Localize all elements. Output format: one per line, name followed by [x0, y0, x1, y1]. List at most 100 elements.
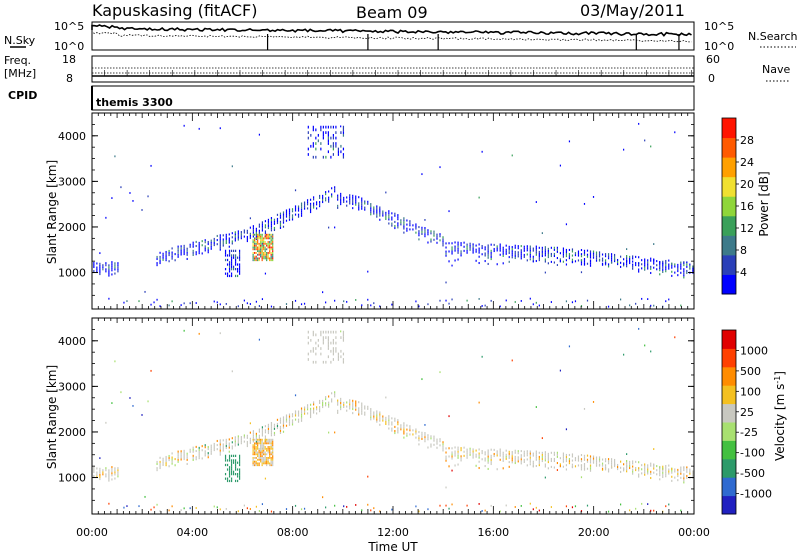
- velocity-cell: [472, 448, 474, 451]
- velocity-cell: [264, 446, 266, 448]
- velocity-cell: [219, 441, 221, 444]
- power-cell: [319, 203, 321, 206]
- velocity-cell: [325, 402, 327, 405]
- power-cell: [312, 128, 314, 132]
- power-cell: [246, 235, 248, 238]
- power-cell: [580, 263, 583, 266]
- velocity-cell: [379, 415, 381, 418]
- velocity-cell: [613, 458, 616, 461]
- power-cell: [257, 248, 259, 251]
- power-ytick-label: 4000: [58, 130, 86, 143]
- power-cell: [249, 226, 251, 229]
- power-cell: [400, 221, 402, 224]
- velocity-cell: [189, 450, 191, 453]
- velocity-xtick-label: 12:00: [377, 526, 409, 539]
- velocity-colorbar-tick: 100: [740, 385, 761, 398]
- power-cell: [230, 263, 233, 266]
- velocity-cell: [484, 451, 486, 454]
- velocity-cell: [198, 448, 200, 451]
- power-cell: [352, 200, 354, 204]
- power-cell: [442, 240, 444, 243]
- velocity-cell: [502, 455, 504, 458]
- velocity-cell: [580, 476, 583, 479]
- velocity-cell: [267, 432, 270, 435]
- velocity-cell: [514, 462, 516, 465]
- velocity-cell: [257, 451, 259, 454]
- power-cell: [373, 210, 375, 213]
- velocity-cell: [683, 479, 685, 482]
- velocity-cell: [632, 468, 634, 471]
- power-cell: [238, 256, 241, 259]
- power-cell: [653, 243, 655, 245]
- velocity-cell: [322, 341, 324, 345]
- velocity-colorbar-swatch: [722, 366, 736, 386]
- power-cell: [662, 264, 664, 267]
- power-cell: [373, 206, 375, 209]
- power-cell: [335, 125, 337, 129]
- velocity-cell: [523, 450, 525, 453]
- power-cell: [228, 254, 231, 257]
- velocity-cell: [263, 449, 265, 452]
- velocity-cell: [616, 468, 619, 471]
- power-cell: [270, 225, 273, 228]
- velocity-cell: [252, 440, 254, 443]
- power-cell: [192, 243, 194, 246]
- velocity-cell: [252, 449, 254, 452]
- velocity-cell: [502, 459, 504, 462]
- velocity-cell: [226, 468, 229, 471]
- power-cell: [535, 245, 537, 248]
- velocity-cell: [231, 445, 233, 448]
- velocity-cell: [397, 431, 399, 434]
- velocity-cell: [508, 461, 510, 464]
- velocity-cell: [620, 466, 622, 469]
- power-cell: [171, 253, 173, 256]
- velocity-cell: [382, 417, 384, 420]
- velocity-cell: [111, 478, 113, 481]
- velocity-cell: [252, 430, 254, 433]
- velocity-cell: [638, 475, 640, 478]
- power-cell: [342, 133, 345, 137]
- velocity-cell: [644, 473, 646, 476]
- velocity-cell: [674, 468, 676, 471]
- velocity-cell: [358, 407, 360, 410]
- velocity-cell: [328, 403, 330, 406]
- velocity-cell: [225, 508, 227, 510]
- power-cell: [439, 166, 441, 169]
- velocity-cell: [583, 465, 586, 468]
- power-cell: [183, 302, 185, 305]
- velocity-cell: [358, 409, 360, 412]
- velocity-cell: [674, 336, 676, 339]
- velocity-cell: [340, 406, 342, 409]
- power-cell: [260, 237, 262, 240]
- power-cell: [439, 235, 441, 238]
- velocity-cell: [647, 503, 649, 506]
- power-cell: [266, 244, 268, 247]
- velocity-cell: [216, 444, 218, 447]
- velocity-cell: [623, 463, 625, 466]
- velocity-cell: [267, 429, 270, 433]
- power-cell: [647, 267, 649, 270]
- velocity-cell: [325, 396, 327, 399]
- power-cell: [317, 139, 319, 143]
- velocity-cell: [322, 406, 324, 409]
- velocity-cell: [517, 458, 519, 461]
- velocity-cell: [445, 455, 447, 458]
- power-cell: [523, 253, 525, 256]
- power-cell: [260, 241, 262, 243]
- velocity-cell: [224, 457, 227, 460]
- power-cell: [325, 197, 327, 200]
- power-cell: [577, 252, 580, 255]
- power-cell: [562, 249, 565, 252]
- power-cell: [629, 255, 631, 258]
- velocity-cell: [514, 451, 516, 454]
- power-cell: [629, 304, 631, 307]
- power-cell: [204, 239, 206, 242]
- velocity-cell: [535, 452, 537, 455]
- velocity-cell: [610, 462, 613, 465]
- velocity-cell: [547, 461, 549, 464]
- power-cell: [478, 247, 480, 250]
- power-cell: [105, 264, 107, 267]
- velocity-colorbar-tick: -25: [740, 426, 758, 439]
- velocity-cell: [493, 448, 495, 451]
- velocity-cell: [367, 503, 369, 506]
